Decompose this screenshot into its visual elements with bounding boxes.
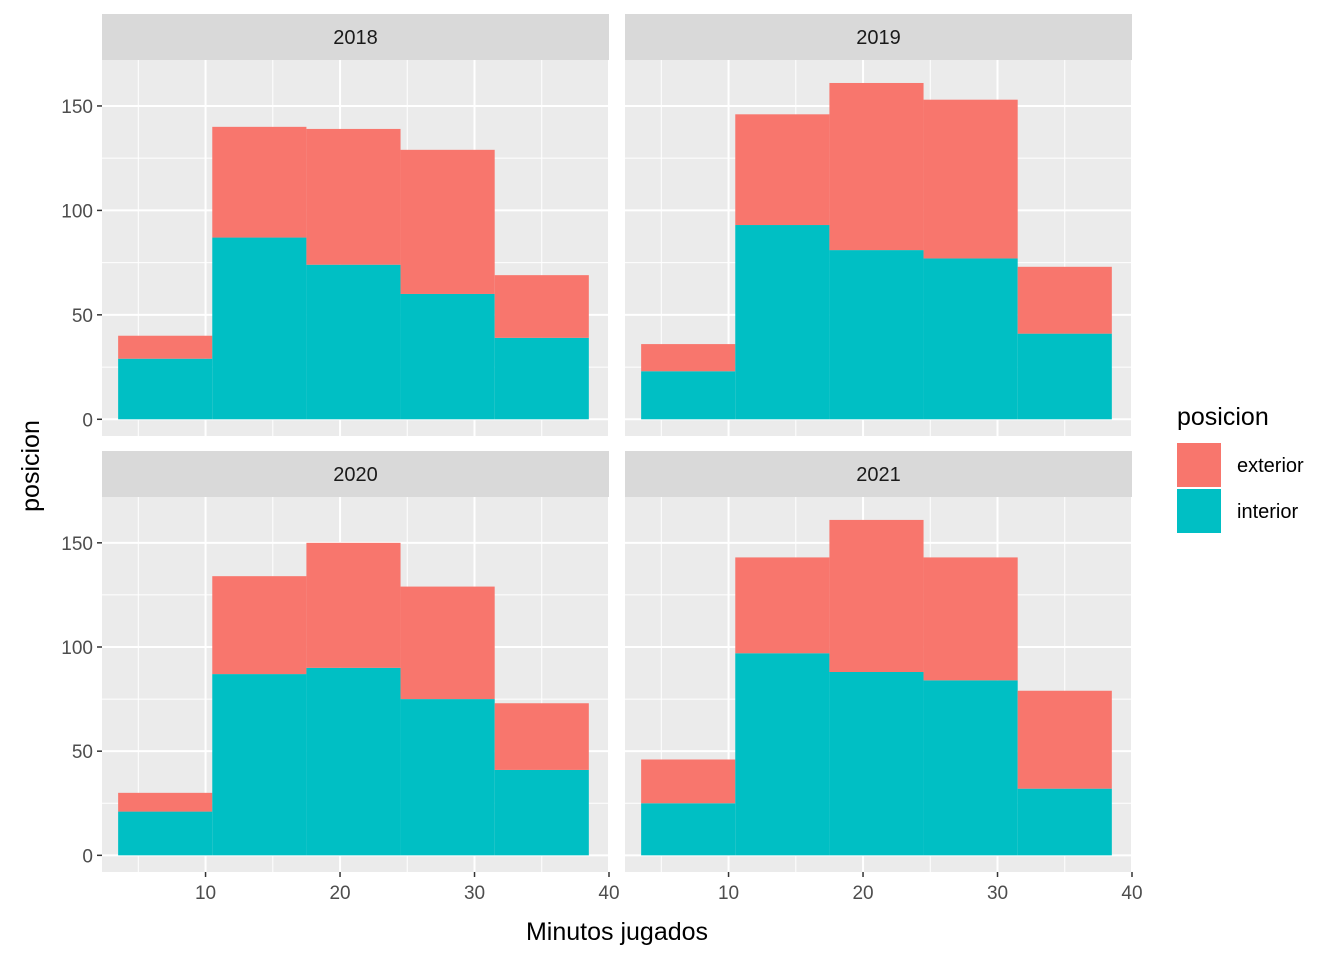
bar-interior [923,680,1018,856]
legend-label-interior: interior [1237,501,1298,523]
legend-label-exterior: exterior [1237,455,1304,477]
bar-interior [400,293,495,420]
x-tick-label: 30 [987,883,1008,904]
bar-interior [829,672,924,856]
y-tick-label: 100 [61,201,93,222]
bar-interior [306,264,401,420]
facet-strip [625,14,1132,60]
bar-exterior [212,576,307,675]
bar-interior [1017,788,1112,856]
bar-interior [923,258,1018,420]
bar-interior [494,337,589,420]
facet-strip-label: 2018 [333,27,378,49]
bar-interior [641,371,736,420]
facet-strip-label: 2019 [856,27,901,49]
bar-exterior [494,275,589,338]
x-tick-label: 20 [852,883,873,904]
bar-exterior [923,557,1018,681]
y-tick-label: 0 [82,846,93,867]
bar-interior [212,674,307,856]
facet-panel-2021: 2021 10 20 30 40 [625,451,1143,904]
y-axis-title: posicion [17,420,45,512]
bar-exterior [212,126,307,238]
bar-exterior [118,335,213,359]
bar-exterior [400,586,495,700]
bar-interior [1017,333,1112,420]
x-tick-label: 40 [1121,883,1142,904]
y-tick-label: 150 [61,97,93,118]
bar-exterior [923,99,1018,259]
bar-exterior [735,557,830,654]
bar-exterior [400,149,495,294]
legend-key-exterior [1177,443,1221,487]
facet-strip [102,14,609,60]
bar-exterior [494,703,589,770]
x-tick-label: 10 [195,883,216,904]
y-tick-label: 50 [72,306,93,327]
legend-title: posicion [1177,403,1269,431]
x-tick-label: 20 [329,883,350,904]
facet-panel-2020: 2020 0 50 100 150 10 20 30 40 [61,451,620,904]
bar-interior [735,225,830,420]
bar-exterior [829,519,924,672]
legend: posicion exterior interior [1177,403,1304,533]
facet-strip-label: 2020 [333,464,378,486]
bar-interior [829,250,924,420]
bar-exterior [118,792,213,812]
bar-exterior [829,82,924,251]
bar-interior [494,769,589,856]
bar-exterior [1017,690,1112,789]
bar-interior [400,699,495,856]
x-tick-label: 10 [718,883,739,904]
legend-key-interior [1177,489,1221,533]
bar-exterior [641,759,736,804]
bar-exterior [641,344,736,372]
bar-interior [306,667,401,856]
y-tick-label: 50 [72,742,93,763]
facet-panel-2019: 2019 [625,14,1133,436]
y-tick-label: 150 [61,534,93,555]
x-tick-label: 30 [464,883,485,904]
bar-interior [212,237,307,420]
facet-strip-label: 2021 [856,464,901,486]
bar-exterior [1017,266,1112,334]
bar-exterior [735,114,830,226]
bar-interior [641,803,736,856]
bar-interior [118,358,213,420]
bar-interior [118,811,213,856]
x-axis-title: Minutos jugados [526,918,708,946]
bar-exterior [306,542,401,668]
facet-strip [102,451,609,497]
y-tick-label: 100 [61,638,93,659]
x-tick-label: 40 [598,883,619,904]
bar-exterior [306,128,401,265]
bar-interior [735,653,830,856]
y-tick-label: 0 [82,410,93,431]
facet-strip [625,451,1132,497]
facet-panel-2018: 2018 0 50 100 150 [61,14,610,436]
